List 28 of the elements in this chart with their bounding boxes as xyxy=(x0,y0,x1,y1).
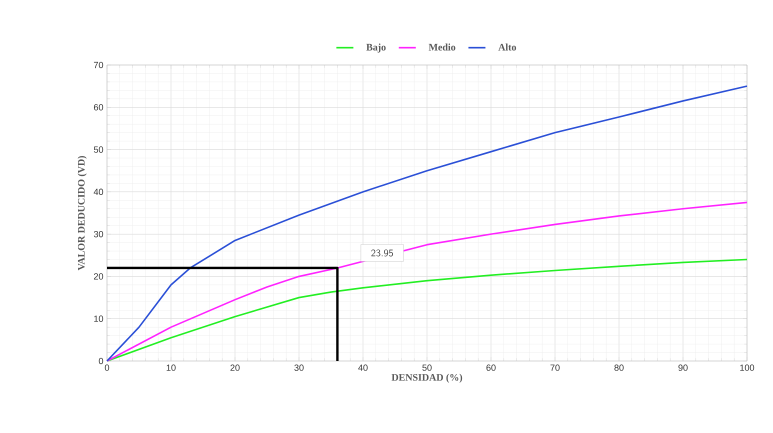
line-series xyxy=(106,258,748,362)
y-tick-label: 30 xyxy=(94,230,104,238)
y-axis-title: VALOR DEDUCIDO (VD) xyxy=(78,156,87,270)
x-tick-label: 20 xyxy=(230,364,240,371)
y-tick-label: 40 xyxy=(94,188,104,196)
x-tick-label: 30 xyxy=(294,364,304,371)
line-series xyxy=(106,85,748,362)
x-tick-label: 100 xyxy=(740,364,754,371)
y-tick-label: 70 xyxy=(94,62,104,68)
y-tick-label: 10 xyxy=(94,316,104,322)
y-tick-label: 20 xyxy=(94,273,104,280)
y-tick-label: 60 xyxy=(94,104,104,110)
y-tick-label: 50 xyxy=(94,146,104,153)
x-tick-label: 0 xyxy=(104,364,110,371)
x-tick-label: 70 xyxy=(550,364,560,371)
x-tick-label: 50 xyxy=(422,364,432,371)
legend-label: Medio xyxy=(428,44,456,51)
annotation: 23.95 xyxy=(371,249,394,256)
legend-label: Bajo xyxy=(366,44,386,53)
x-axis-title: DENSIDAD (%) xyxy=(392,374,462,383)
x-tick-label: 60 xyxy=(486,364,496,371)
x-tick-label: 90 xyxy=(678,364,688,371)
x-tick-label: 80 xyxy=(614,364,624,371)
y-tick-label: 0 xyxy=(98,358,104,364)
line-series xyxy=(106,202,748,362)
legend-label: Alto xyxy=(498,44,516,51)
x-tick-label: 40 xyxy=(358,364,368,371)
x-tick-label: 10 xyxy=(166,364,176,371)
